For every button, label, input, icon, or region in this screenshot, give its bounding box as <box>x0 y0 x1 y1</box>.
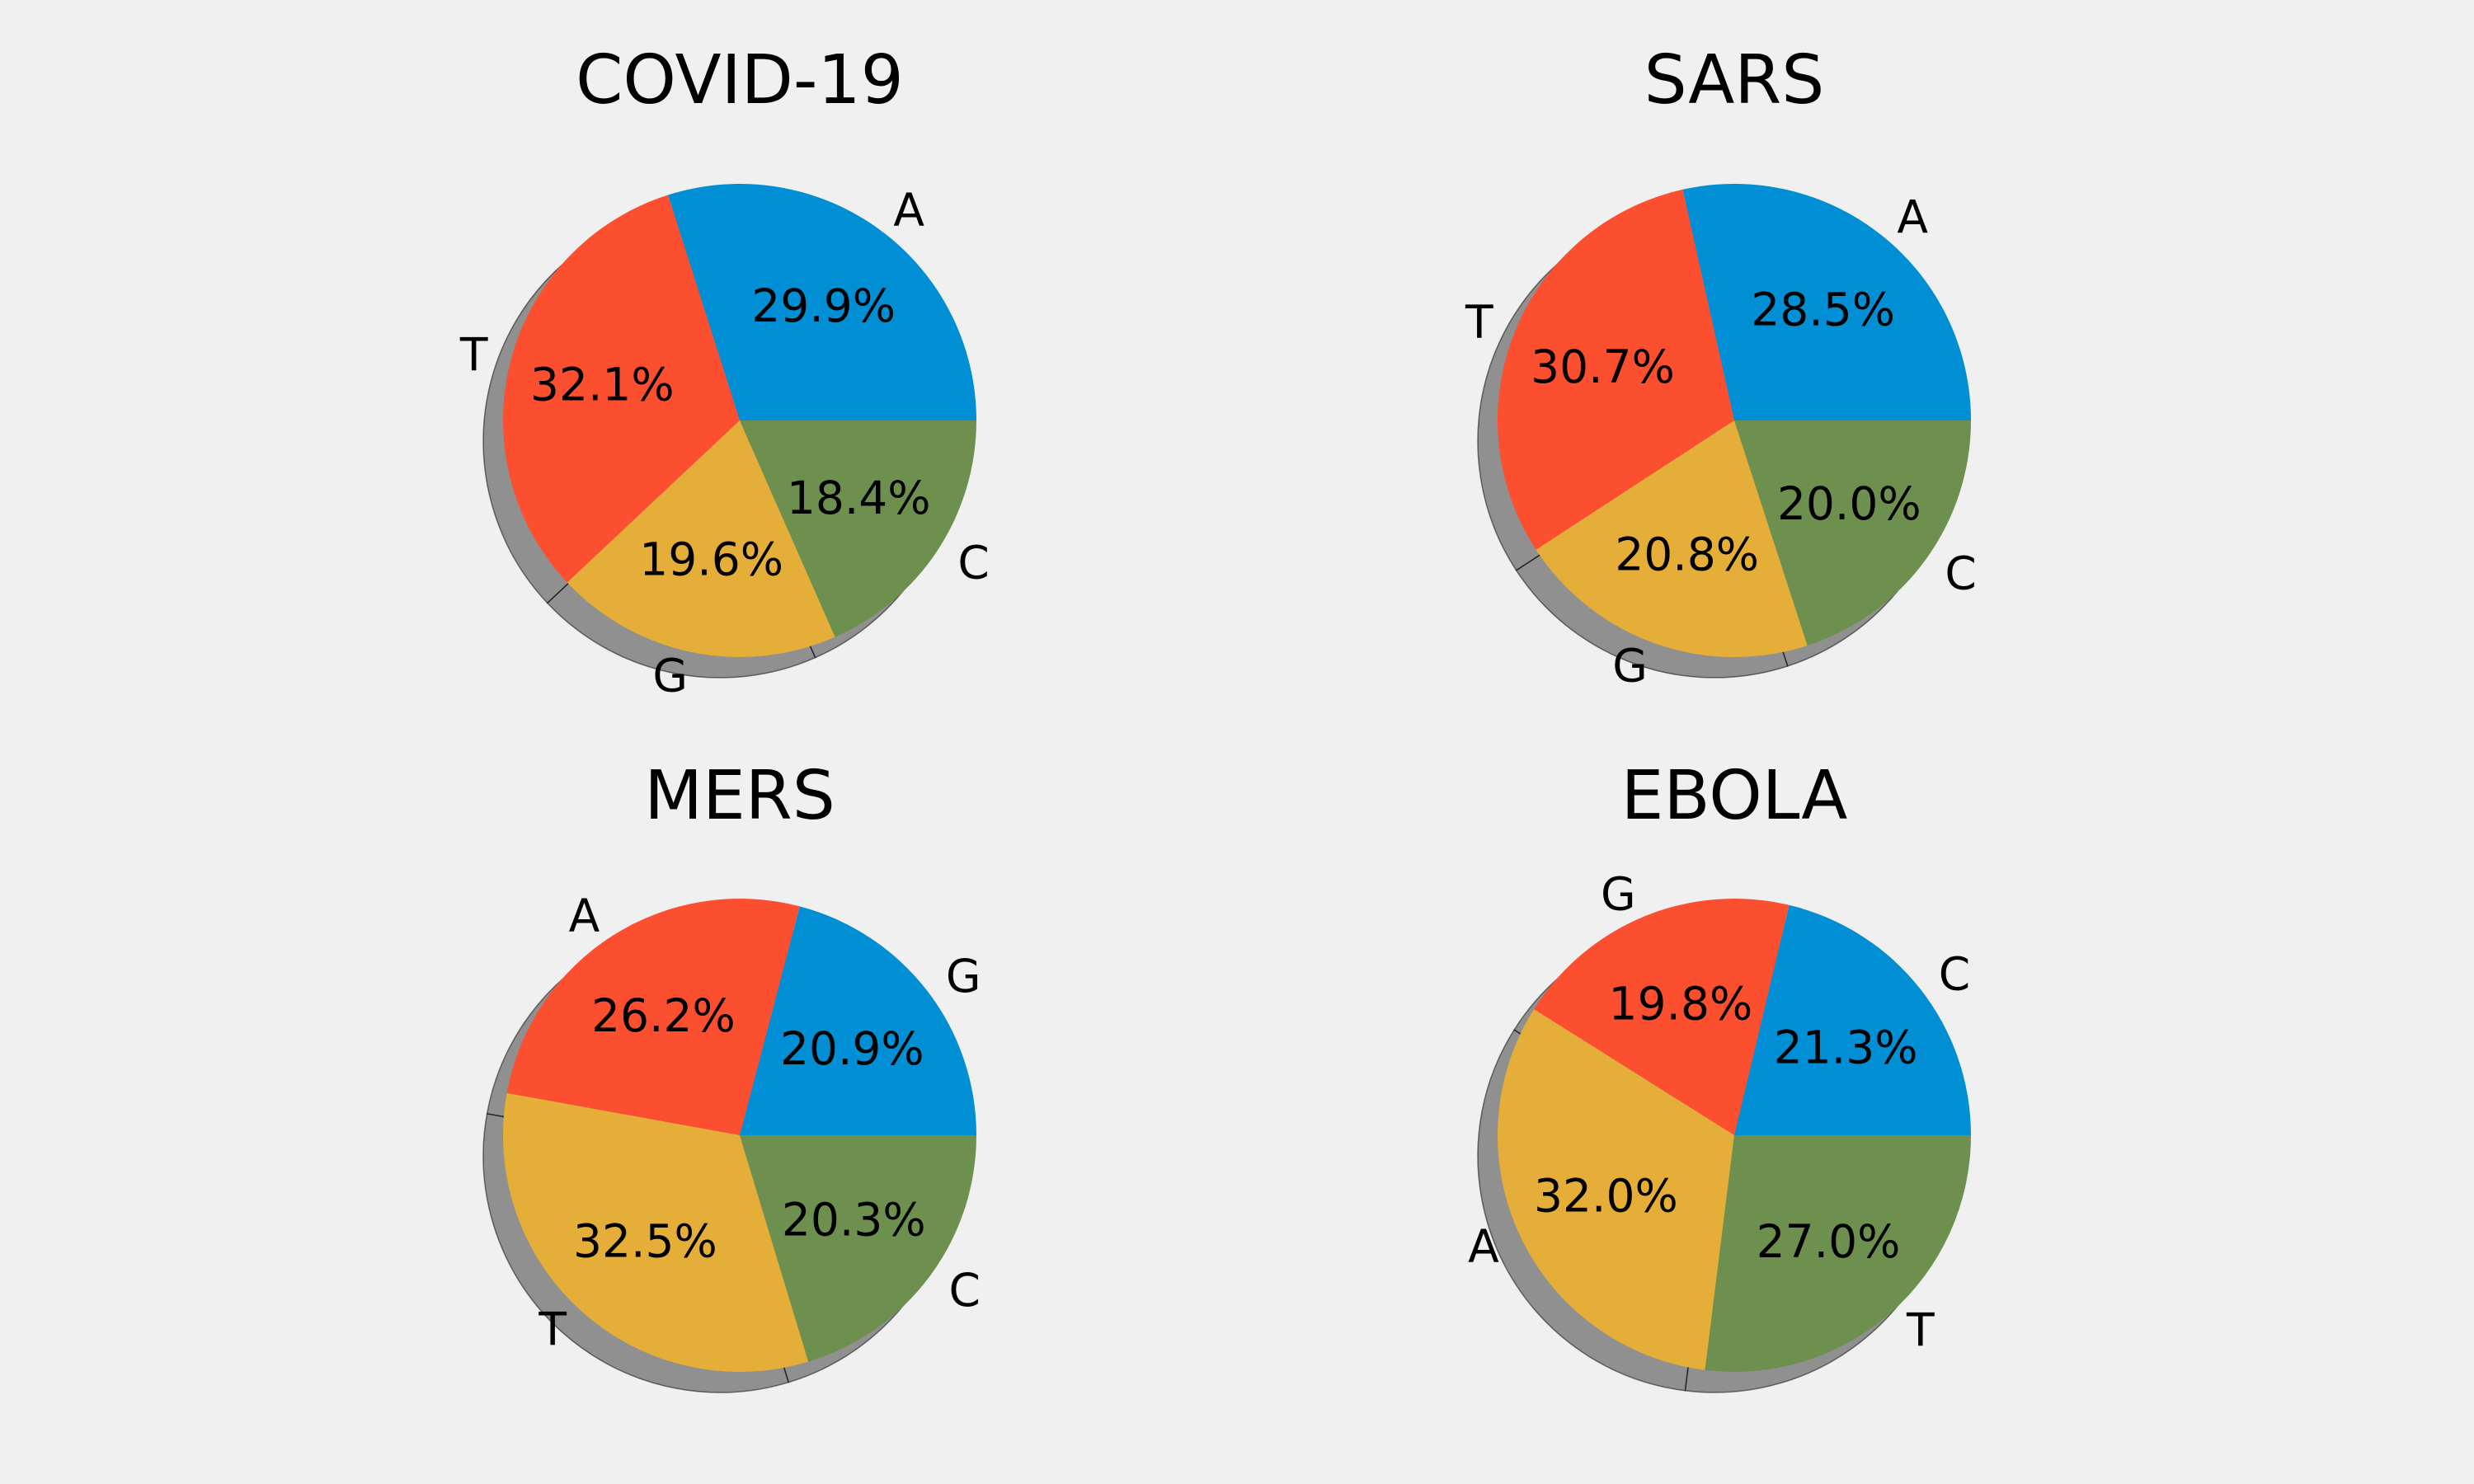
slice-label: T <box>1906 1304 1935 1357</box>
slice-label: T <box>1465 296 1493 349</box>
percent-label: 18.4% <box>787 472 931 524</box>
chart-title: COVID-19 <box>576 41 904 120</box>
percent-label: 19.8% <box>1609 978 1753 1031</box>
pie-slice-g <box>1536 420 1808 658</box>
percent-label: 32.5% <box>573 1215 717 1268</box>
slice-label: T <box>538 1303 567 1356</box>
chart-title: MERS <box>644 757 835 835</box>
slice-label: C <box>1939 947 1970 1000</box>
percent-label: 21.3% <box>1774 1021 1918 1073</box>
slice-label: G <box>652 649 688 702</box>
slice-label: T <box>459 329 488 382</box>
pie-slice-a <box>668 184 976 420</box>
slice-label: A <box>1897 191 1928 244</box>
slice-label: G <box>1612 640 1648 693</box>
slice-label: C <box>1945 547 1976 600</box>
chart-title: EBOLA <box>1621 757 1848 835</box>
pie-slice-t <box>1497 189 1734 550</box>
pie-slice-g <box>740 906 976 1135</box>
pie-slice-a <box>1498 1009 1734 1370</box>
percent-label: 20.9% <box>780 1022 924 1075</box>
pie-slice-a <box>506 899 800 1135</box>
chart-title: SARS <box>1644 41 1825 120</box>
percent-label: 20.3% <box>782 1194 926 1247</box>
pie-slice-g <box>1534 898 1790 1135</box>
percent-label: 19.6% <box>639 533 783 586</box>
percent-label: 27.0% <box>1757 1215 1901 1268</box>
pie-chart-sars: SARS A28.5% T 30.7% G 20.8% C 20.0% <box>1465 41 1977 693</box>
percent-label: 32.1% <box>530 359 675 411</box>
slice-label: G <box>946 950 981 1003</box>
pie-slice-g <box>567 420 835 658</box>
percent-label: 29.9% <box>751 279 896 332</box>
percent-label: 26.2% <box>591 989 736 1042</box>
pie-slice-t <box>502 195 740 583</box>
slice-label: G <box>1601 868 1636 921</box>
slice-label: A <box>1468 1220 1499 1273</box>
percent-label: 20.8% <box>1615 528 1759 580</box>
pie-slice-t <box>1705 1135 1971 1372</box>
slice-label: A <box>893 184 924 237</box>
pie-slice-c <box>740 1135 976 1362</box>
slice-label: C <box>949 1264 981 1317</box>
percent-label: 20.0% <box>1777 477 1921 530</box>
pie-chart-ebola: EBOLA C 21.3% G 19.8% A 32.0% T27.0% <box>1468 757 1971 1393</box>
slice-label: C <box>957 536 989 589</box>
pie-chart-mers: MERS G 20.9% A 26.2% T32.5% C 20.3% <box>482 757 981 1393</box>
pie-slice-a <box>1682 184 1971 420</box>
pie-slice-c <box>740 420 976 637</box>
pie-slice-c <box>1734 420 1971 646</box>
percent-label: 32.0% <box>1534 1170 1678 1223</box>
percent-label: 28.5% <box>1751 284 1895 336</box>
percent-label: 30.7% <box>1531 340 1675 393</box>
pie-slice-t <box>503 1092 809 1372</box>
pie-chart-covid-19: COVID-19 A 29.9% T 32.1% G 19.6% C 18.4% <box>459 41 990 702</box>
pie-slice-c <box>1734 904 1971 1135</box>
slice-label: A <box>569 890 600 942</box>
